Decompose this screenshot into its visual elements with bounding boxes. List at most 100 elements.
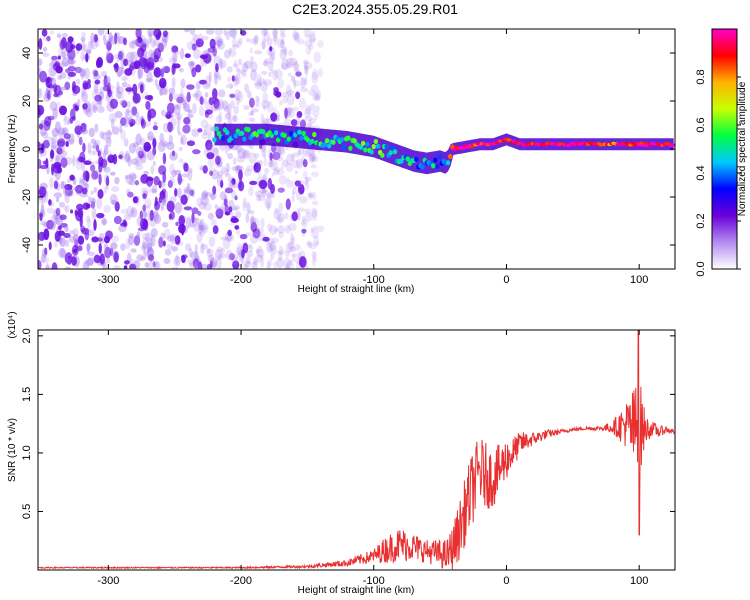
noise-blob: [205, 139, 213, 151]
noise-blob: [315, 89, 322, 101]
noise-blob: [273, 261, 279, 268]
noise-blob: [180, 47, 185, 60]
ridge-cell: [301, 130, 306, 137]
noise-blob: [63, 116, 71, 126]
noise-blob: [140, 173, 149, 184]
noise-blob: [300, 77, 305, 87]
noise-blob: [307, 192, 312, 198]
noise-blob: [199, 54, 209, 60]
noise-blob: [116, 37, 121, 46]
noise-blob: [44, 247, 48, 256]
ridge-cell: [282, 132, 287, 138]
snr-x-tick-label: 0: [503, 575, 509, 587]
noise-blob: [201, 243, 209, 250]
noise-blob: [311, 68, 319, 81]
noise-blob: [146, 210, 152, 221]
noise-blob: [254, 82, 263, 87]
noise-blob: [187, 169, 193, 181]
noise-blob: [166, 200, 175, 212]
noise-blob: [180, 194, 188, 205]
spectrogram-x-ticks: -300 -200 -100 0 100: [97, 29, 648, 286]
noise-blob: [290, 74, 296, 83]
noise-blob: [273, 209, 281, 220]
noise-blob: [269, 159, 278, 171]
noise-blob: [237, 58, 243, 66]
noise-blob: [50, 163, 55, 176]
noise-blob: [293, 61, 300, 73]
noise-blob: [55, 154, 64, 164]
noise-blob: [171, 150, 176, 157]
noise-blob: [70, 108, 76, 120]
noise-blob: [208, 132, 214, 143]
noise-blob: [160, 109, 167, 117]
noise-blob: [147, 111, 155, 117]
noise-blob: [83, 48, 92, 54]
noise-blob: [87, 78, 91, 85]
noise-blob: [216, 174, 224, 187]
noise-blob: [301, 228, 307, 234]
noise-blob: [150, 234, 156, 247]
noise-blob: [86, 242, 90, 254]
noise-blob: [56, 33, 62, 39]
noise-blob: [160, 38, 168, 49]
noise-blob: [118, 150, 125, 161]
noise-blob: [186, 113, 195, 119]
noise-blob: [219, 191, 227, 201]
noise-blob: [200, 242, 205, 255]
noise-blob: [148, 215, 157, 228]
noise-blob: [274, 69, 283, 80]
noise-blob: [232, 204, 240, 211]
noise-blob: [148, 49, 155, 59]
ridge-cell: [460, 146, 466, 151]
noise-blob: [143, 141, 152, 152]
snr-x-tick-label: -100: [363, 575, 385, 587]
ridge-cell: [447, 153, 453, 160]
noise-blob: [198, 224, 203, 235]
noise-blob: [228, 29, 236, 37]
noise-blob: [191, 67, 197, 78]
noise-blob: [174, 104, 181, 116]
noise-blob: [64, 204, 70, 214]
noise-blob: [261, 40, 266, 50]
noise-blob: [90, 100, 99, 111]
noise-blob: [137, 227, 146, 232]
noise-blob: [54, 145, 58, 152]
noise-blob: [77, 235, 85, 245]
noise-blob: [198, 201, 207, 210]
noise-blob: [302, 146, 307, 157]
noise-blob: [52, 165, 62, 174]
noise-blob: [207, 167, 216, 172]
ridge-cell: [348, 145, 353, 151]
noise-blob: [235, 211, 242, 219]
noise-blob: [60, 72, 67, 79]
noise-blob: [253, 152, 260, 159]
noise-blob: [234, 164, 243, 171]
noise-blob: [169, 196, 177, 203]
noise-blob: [231, 114, 237, 122]
noise-blob: [266, 241, 272, 254]
ridge-cell: [288, 130, 294, 137]
noise-blob: [128, 40, 135, 49]
noise-blob: [186, 41, 193, 51]
noise-blob: [160, 232, 166, 240]
noise-blob: [197, 128, 203, 133]
noise-blob: [54, 232, 58, 243]
noise-blob: [143, 170, 149, 175]
noise-blob: [238, 177, 243, 189]
noise-blob: [86, 244, 91, 253]
noise-blob: [300, 87, 307, 93]
noise-blob: [202, 165, 208, 174]
noise-blob: [230, 211, 235, 217]
noise-blob: [192, 48, 202, 60]
noise-blob: [63, 113, 67, 122]
noise-blob: [56, 196, 60, 203]
noise-blob: [258, 195, 266, 202]
noise-blob: [294, 180, 302, 187]
noise-blob: [223, 105, 230, 113]
noise-blob: [207, 48, 215, 58]
noise-blob: [181, 254, 188, 259]
noise-blob: [293, 244, 301, 251]
noise-blob: [146, 237, 153, 250]
noise-blob: [231, 43, 240, 49]
noise-blob: [274, 117, 280, 122]
